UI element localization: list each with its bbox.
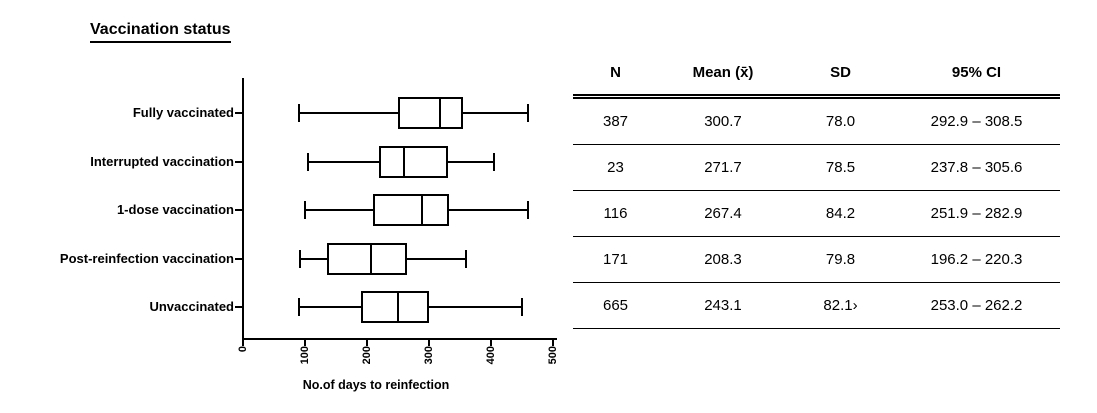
stats-table: N Mean (x̄) SD 95% CI 387 300.7 78.0 292.9 – 3… — [573, 50, 1060, 329]
chart-title: Vaccination status — [90, 21, 231, 43]
x-axis-line — [242, 338, 557, 340]
table-cell-sd: 78.0 — [788, 96, 893, 145]
whisker-cap-min — [299, 249, 302, 268]
x-tick — [428, 340, 430, 346]
category-tick — [235, 306, 243, 308]
category-label: Unvaccinated — [149, 299, 234, 314]
table-cell-mean: 300.7 — [658, 96, 788, 145]
x-tick — [366, 340, 368, 346]
whisker-cap-max — [465, 249, 468, 268]
table-cell-sd: 82.1› — [788, 282, 893, 329]
table-cell-ci: 292.9 – 308.5 — [893, 96, 1060, 145]
x-tick — [552, 340, 554, 346]
table-row: 387 300.7 78.0 292.9 – 308.5 — [573, 96, 1060, 145]
x-tick-label: 500 — [547, 346, 559, 365]
table-header-row: N Mean (x̄) SD 95% CI — [573, 50, 1060, 99]
table-row: 23 271.7 78.5 237.8 – 305.6 — [573, 144, 1060, 191]
median-line — [370, 242, 373, 275]
box — [360, 291, 429, 323]
median-line — [420, 194, 423, 226]
whisker-cap-max — [527, 104, 530, 122]
table-header-mean: Mean (x̄) — [658, 50, 788, 99]
x-tick-label: 200 — [361, 346, 373, 365]
table-row: 116 267.4 84.2 251.9 – 282.9 — [573, 190, 1060, 237]
whisker-cap-min — [297, 298, 300, 316]
x-tick — [490, 340, 492, 346]
table-cell-ci: 237.8 – 305.6 — [893, 144, 1060, 191]
table-cell-n: 387 — [573, 96, 658, 145]
table-cell-ci: 196.2 – 220.3 — [893, 236, 1060, 283]
table-row: 171 208.3 79.8 196.2 – 220.3 — [573, 236, 1060, 283]
median-line — [403, 145, 406, 178]
table-cell-sd: 84.2 — [788, 190, 893, 237]
whisker-cap-min — [297, 104, 300, 122]
table-cell-n: 23 — [573, 144, 658, 191]
box — [326, 242, 408, 275]
table-row: 665 243.1 82.1› 253.0 – 262.2 — [573, 282, 1060, 329]
x-tick-label: 0 — [237, 346, 249, 353]
category-tick — [235, 160, 243, 163]
table-header-sd: SD — [788, 50, 893, 99]
whisker-cap-min — [304, 201, 306, 219]
category-tick — [235, 257, 243, 260]
box — [398, 97, 464, 129]
category-tick — [235, 112, 243, 114]
table-cell-ci: 253.0 – 262.2 — [893, 282, 1060, 329]
category-label: Fully vaccinated — [132, 105, 234, 120]
x-tick — [304, 340, 306, 346]
y-axis-line — [242, 78, 244, 340]
x-tick — [242, 340, 244, 346]
whisker-cap-max — [521, 298, 523, 316]
table-cell-mean: 267.4 — [658, 190, 788, 237]
median-line — [438, 97, 441, 129]
box — [373, 194, 450, 226]
table-cell-mean: 243.1 — [658, 282, 788, 329]
category-label: Interrupted vaccination — [90, 153, 234, 169]
whisker-cap-max — [527, 201, 530, 219]
table-cell-sd: 78.5 — [788, 144, 893, 191]
category-label: Post-reinfection vaccination — [59, 250, 234, 266]
x-tick-label: 100 — [299, 346, 311, 365]
x-axis-label: No.of days to reinfection — [302, 378, 450, 392]
table-cell-n: 171 — [573, 236, 658, 283]
table-header-ci: 95% CI — [893, 50, 1060, 99]
table-cell-n: 116 — [573, 190, 658, 237]
table-cell-mean: 271.7 — [658, 144, 788, 191]
table-cell-mean: 208.3 — [658, 236, 788, 283]
whisker-cap-max — [493, 152, 496, 171]
x-tick-label: 300 — [423, 346, 435, 365]
table-cell-ci: 251.9 – 282.9 — [893, 190, 1060, 237]
whisker-cap-min — [307, 152, 310, 171]
median-line — [397, 291, 399, 323]
table-cell-n: 665 — [573, 282, 658, 329]
x-tick-label: 400 — [485, 346, 497, 365]
category-label: 1-dose vaccination — [116, 202, 234, 217]
category-tick — [235, 209, 243, 211]
table-header-n: N — [573, 50, 658, 99]
box — [379, 145, 448, 178]
table-cell-sd: 79.8 — [788, 236, 893, 283]
